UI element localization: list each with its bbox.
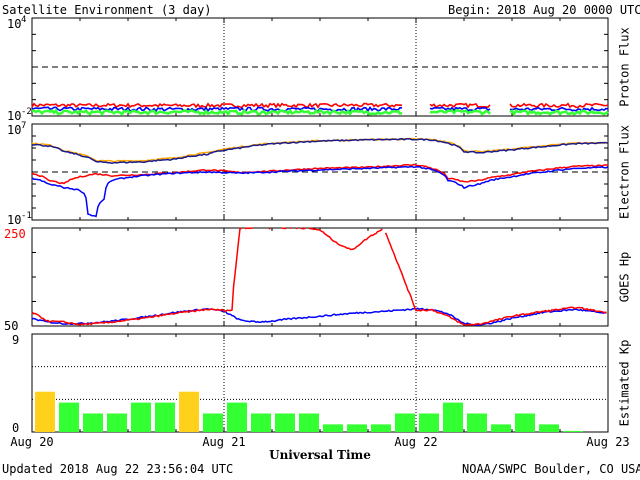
- y-tick-exponent: 4: [21, 15, 26, 25]
- begin-value: 2018 Aug 20 0000 UTC: [497, 3, 640, 17]
- kp-bar-17: [443, 402, 463, 432]
- y-tick-label-0-0: 10 4: [7, 15, 26, 31]
- kp-bar-3: [107, 413, 127, 432]
- electron-series-blue: [31, 165, 609, 218]
- kp-bar-12: [323, 424, 343, 432]
- kp-bar-14: [371, 424, 391, 432]
- kp-bar-22: [563, 430, 583, 432]
- panel-frame-0: [31, 17, 609, 117]
- x-tick-label-1: Aug 21: [202, 435, 245, 449]
- kp-bar-13: [347, 424, 367, 432]
- kp-bar-21: [539, 424, 559, 432]
- kp-bar-4: [131, 402, 151, 432]
- kp-bar-8: [227, 402, 247, 432]
- electron-series-navy: [32, 138, 609, 165]
- page-title: Satellite Environment (3 day): [2, 3, 212, 17]
- x-axis-title: Universal Time: [269, 448, 371, 462]
- y-tick-base: 10: [7, 213, 21, 227]
- y-axis-label-3: Estimated Kp: [618, 340, 632, 427]
- credit-text: NOAA/SWPC Boulder, CO USA: [462, 462, 640, 476]
- kp-bar-18: [467, 413, 487, 432]
- proton-series-red: [31, 102, 609, 109]
- y-tick-base: 10: [7, 123, 21, 137]
- kp-bar-7: [203, 413, 223, 432]
- electron-series-orange: [31, 137, 609, 163]
- y-tick-label-0-1: 10 -2: [7, 107, 32, 123]
- proton-series-green: [31, 108, 609, 117]
- kp-bar-9: [251, 413, 271, 432]
- y-tick-label-3-1: 0: [12, 421, 19, 435]
- y-tick-label-2-1: 50: [4, 319, 18, 333]
- kp-bar-16: [419, 413, 439, 432]
- kp-bar-5: [155, 402, 175, 432]
- y-axis-label-1: Electron Flux: [618, 125, 632, 219]
- y-tick-label-1-1: 10 -1: [7, 211, 32, 227]
- goes-hp-series-blue: [31, 307, 607, 327]
- y-tick-label-2-0: 250: [4, 227, 26, 241]
- x-tick-label-0: Aug 20: [10, 435, 53, 449]
- x-tick-label-3: Aug 23: [586, 435, 629, 449]
- kp-bar-15: [395, 413, 415, 432]
- updated-timestamp: Updated 2018 Aug 22 23:56:04 UTC: [2, 462, 234, 476]
- y-tick-exponent: -2: [21, 107, 32, 117]
- y-tick-label-3-0: 9: [12, 333, 19, 347]
- kp-bar-11: [299, 413, 319, 432]
- kp-bar-1: [59, 402, 79, 432]
- proton-series-blue: [31, 105, 609, 113]
- y-tick-base: 10: [7, 17, 21, 31]
- panel-frame-2: [31, 227, 609, 327]
- y-axis-label-2: GOES Hp: [618, 252, 632, 303]
- kp-bar-6: [179, 391, 199, 432]
- x-tick-label-2: Aug 22: [394, 435, 437, 449]
- goes-hp-series-red: [31, 227, 607, 326]
- y-tick-exponent: -1: [21, 211, 32, 221]
- kp-bar-2: [83, 413, 103, 432]
- electron-series-red: [31, 163, 608, 185]
- kp-bar-10: [275, 413, 295, 432]
- begin-label: Begin:: [448, 3, 492, 17]
- kp-bar-20: [515, 413, 535, 432]
- y-tick-base: 10: [7, 109, 21, 123]
- y-axis-label-0: Proton Flux: [618, 27, 632, 106]
- kp-bar-19: [491, 424, 511, 432]
- y-tick-label-1-0: 10 7: [7, 121, 26, 137]
- y-tick-exponent: 7: [21, 121, 26, 131]
- kp-bar-0: [35, 391, 55, 432]
